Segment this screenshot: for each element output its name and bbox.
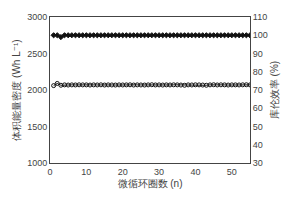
- svg-text:10: 10: [81, 167, 91, 177]
- svg-text:40: 40: [253, 140, 263, 150]
- svg-text:1500: 1500: [27, 122, 47, 132]
- svg-text:30: 30: [154, 167, 164, 177]
- svg-text:体积能量密度 (Wh L⁻¹): 体积能量密度 (Wh L⁻¹): [11, 39, 22, 140]
- svg-text:1000: 1000: [27, 158, 47, 168]
- svg-text:20: 20: [118, 167, 128, 177]
- svg-text:30: 30: [253, 158, 263, 168]
- svg-text:90: 90: [253, 49, 263, 59]
- svg-text:100: 100: [253, 30, 268, 40]
- svg-text:0: 0: [47, 167, 52, 177]
- svg-text:50: 50: [227, 167, 237, 177]
- svg-text:80: 80: [253, 67, 263, 77]
- svg-text:2000: 2000: [27, 85, 47, 95]
- svg-text:60: 60: [253, 103, 263, 113]
- svg-text:2500: 2500: [27, 49, 47, 59]
- svg-text:3000: 3000: [27, 12, 47, 22]
- svg-text:40: 40: [190, 167, 200, 177]
- svg-text:50: 50: [253, 122, 263, 132]
- svg-text:库伦效率 (%): 库伦效率 (%): [269, 61, 280, 119]
- svg-text:110: 110: [253, 12, 267, 22]
- svg-text:微循环圈数 (n): 微循环圈数 (n): [118, 178, 183, 189]
- svg-text:70: 70: [253, 85, 263, 95]
